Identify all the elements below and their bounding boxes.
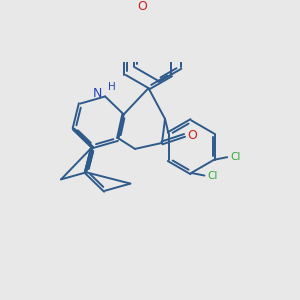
Text: O: O bbox=[137, 0, 147, 13]
Text: N: N bbox=[93, 87, 103, 100]
Text: Cl: Cl bbox=[208, 170, 218, 181]
Text: O: O bbox=[188, 129, 197, 142]
Text: Cl: Cl bbox=[230, 152, 241, 162]
Text: H: H bbox=[108, 82, 116, 92]
